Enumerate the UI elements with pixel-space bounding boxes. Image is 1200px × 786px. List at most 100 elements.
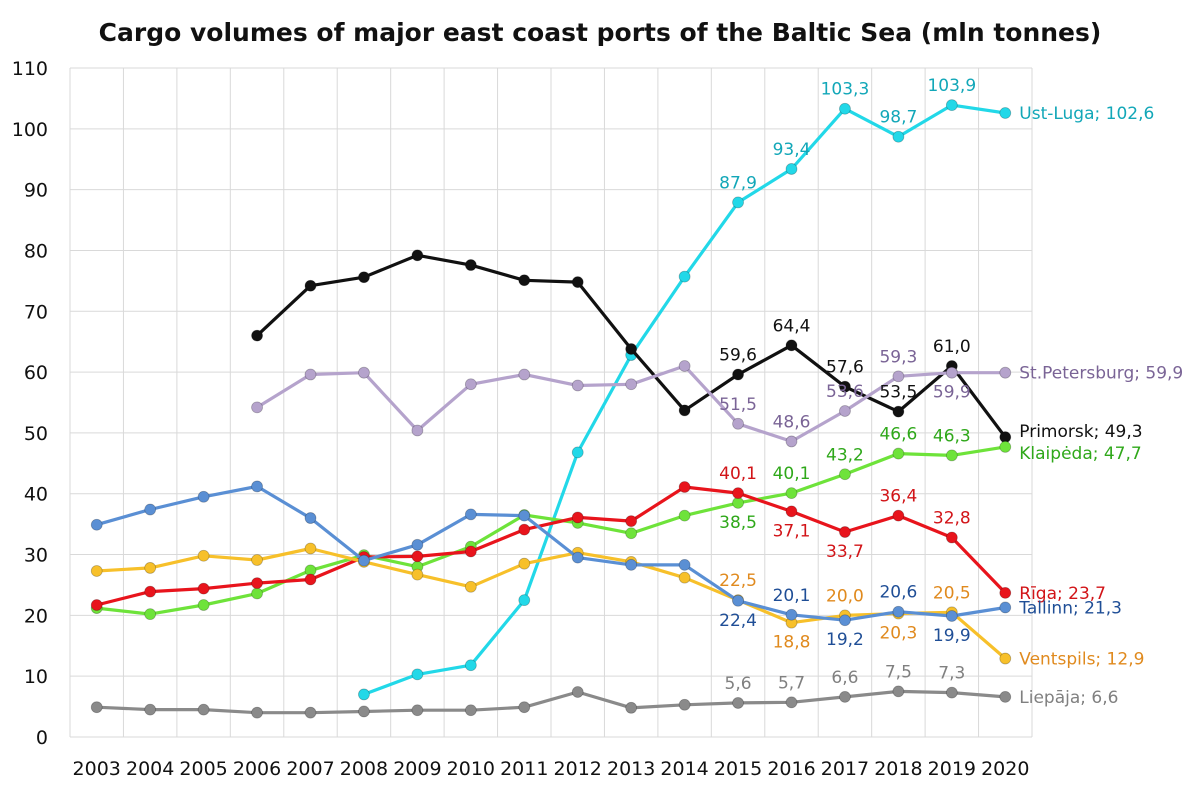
data-label-tallinn-2017: 19,2 <box>826 630 864 650</box>
data-label-tallinn-2019: 19,9 <box>933 626 971 646</box>
data-point-primorsk-2015 <box>732 368 744 381</box>
data-point-klaipeda-2005 <box>197 599 210 611</box>
data-point-ventspils-2020 <box>999 652 1012 665</box>
data-point-ventspils-2005 <box>197 549 210 562</box>
data-point-tallinn-2011 <box>518 509 531 522</box>
data-label-ventspils-2015: 22,5 <box>719 571 757 591</box>
data-point-primorsk-2007 <box>304 279 317 292</box>
y-tick-label-20: 20 <box>24 605 48 627</box>
data-point-ventspils-2007 <box>304 542 317 555</box>
data-label-klaipeda-2017: 43,2 <box>826 445 864 465</box>
data-point-liepaja-2010 <box>464 704 477 717</box>
data-point-riga-2016 <box>785 505 798 518</box>
data-point-tallinn-2008 <box>358 554 370 567</box>
series-end-label-klaipeda: Klaipėda; 47,7 <box>1019 444 1141 464</box>
y-tick-label-110: 110 <box>12 58 48 80</box>
series-line-liepaja <box>96 689 1006 715</box>
data-point-ust-luga-2011 <box>518 594 531 607</box>
data-point-tallinn-2017 <box>839 614 851 627</box>
data-point-st-petersburg-2013 <box>625 378 638 391</box>
data-point-ventspils-2009 <box>411 568 424 581</box>
data-point-ust-luga-2019 <box>945 99 958 111</box>
data-point-liepaja-2018 <box>892 685 905 698</box>
x-tick-label-2019: 2019 <box>928 758 976 780</box>
data-label-st-petersburg-2015: 51,5 <box>719 395 757 415</box>
y-tick-label-0: 0 <box>36 727 48 749</box>
data-label-ust-luga-2017: 103,3 <box>821 80 870 100</box>
x-tick-label-2011: 2011 <box>500 758 548 780</box>
gridlines <box>69 67 1033 738</box>
y-tick-label-100: 100 <box>12 119 48 141</box>
data-point-riga-2004 <box>144 585 157 598</box>
data-point-st-petersburg-2008 <box>358 366 370 379</box>
axes: 0 10 20 30 40 50 60 70 80 90 100 110 2003 2004 2005 200… <box>12 58 1030 780</box>
data-point-liepaja-2019 <box>945 686 958 699</box>
data-point-riga-2019 <box>945 531 958 544</box>
data-label-liepaja-2016: 5,7 <box>778 673 805 693</box>
y-tick-label-90: 90 <box>24 180 48 202</box>
data-point-tallinn-2006 <box>251 480 263 493</box>
data-point-klaipeda-2004 <box>144 608 157 621</box>
data-point-st-petersburg-2017 <box>839 405 851 417</box>
data-point-klaipeda-2020 <box>999 440 1012 453</box>
data-point-liepaja-2008 <box>358 705 370 718</box>
data-point-klaipeda-2016 <box>785 487 798 500</box>
data-point-st-petersburg-2011 <box>518 368 531 381</box>
data-point-riga-2006 <box>251 577 263 590</box>
data-labels: 87,9 93,4 103,3 98,7 103,9 59,6 64,4 57,6 53,5 61… <box>719 76 1183 708</box>
data-point-liepaja-2011 <box>518 701 531 714</box>
y-tick-label-40: 40 <box>24 484 48 506</box>
series-end-label-liepaja: Liepāja; 6,6 <box>1019 688 1118 708</box>
data-point-riga-2007 <box>304 573 317 586</box>
series-line-ventspils <box>96 546 1007 660</box>
data-label-riga-2019: 32,8 <box>933 509 971 529</box>
data-point-liepaja-2013 <box>625 701 638 714</box>
data-point-ust-luga-2015 <box>732 196 744 209</box>
data-label-ust-luga-2018: 98,7 <box>879 108 917 128</box>
data-label-ventspils-2019: 20,5 <box>933 583 971 603</box>
data-point-liepaja-2017 <box>839 690 851 703</box>
data-point-liepaja-2015 <box>732 697 744 709</box>
data-point-primorsk-2008 <box>358 271 370 284</box>
data-label-ust-luga-2019: 103,9 <box>927 76 976 96</box>
data-point-ust-luga-2016 <box>785 163 798 175</box>
data-point-riga-2018 <box>892 509 905 522</box>
data-point-tallinn-2009 <box>411 538 424 551</box>
data-point-ust-luga-2020 <box>999 107 1012 119</box>
data-point-riga-2011 <box>518 523 531 536</box>
chart-title: Cargo volumes of major east coast ports … <box>98 18 1102 47</box>
data-point-liepaja-2003 <box>90 701 103 714</box>
data-point-liepaja-2004 <box>144 703 157 716</box>
data-point-tallinn-2018 <box>892 605 905 618</box>
x-tick-label-2020: 2020 <box>981 758 1029 780</box>
data-point-primorsk-2017 <box>839 380 851 393</box>
data-label-tallinn-2015: 22,4 <box>719 611 757 631</box>
data-point-tallinn-2019 <box>945 610 958 622</box>
data-point-riga-2012 <box>571 511 584 524</box>
data-point-liepaja-2009 <box>411 704 424 717</box>
data-point-st-petersburg-2018 <box>892 370 905 383</box>
data-point-liepaja-2012 <box>571 686 584 698</box>
data-label-primorsk-2019: 61,0 <box>933 337 971 357</box>
series-end-label-ust-luga: Ust-Luga; 102,6 <box>1019 104 1154 124</box>
data-point-riga-2005 <box>197 582 210 595</box>
data-label-ventspils-2018: 20,3 <box>879 624 917 644</box>
data-point-st-petersburg-2014 <box>678 360 691 372</box>
data-point-liepaja-2006 <box>251 706 263 719</box>
data-point-klaipeda-2014 <box>678 509 691 522</box>
data-point-ust-luga-2012 <box>571 446 584 459</box>
data-label-riga-2016: 37,1 <box>773 521 811 541</box>
data-label-liepaja-2017: 6,6 <box>831 668 858 688</box>
y-tick-label-30: 30 <box>24 545 48 567</box>
data-point-primorsk-2012 <box>571 276 584 288</box>
data-point-primorsk-2018 <box>892 405 905 418</box>
data-point-ust-luga-2009 <box>411 668 424 681</box>
x-tick-label-2003: 2003 <box>73 758 121 780</box>
x-tick-label-2005: 2005 <box>179 758 227 780</box>
y-tick-label-80: 80 <box>24 240 48 262</box>
data-label-klaipeda-2015: 38,5 <box>719 513 757 533</box>
y-tick-label-70: 70 <box>24 301 48 323</box>
data-point-tallinn-2010 <box>464 508 477 521</box>
data-point-st-petersburg-2019 <box>945 366 958 379</box>
